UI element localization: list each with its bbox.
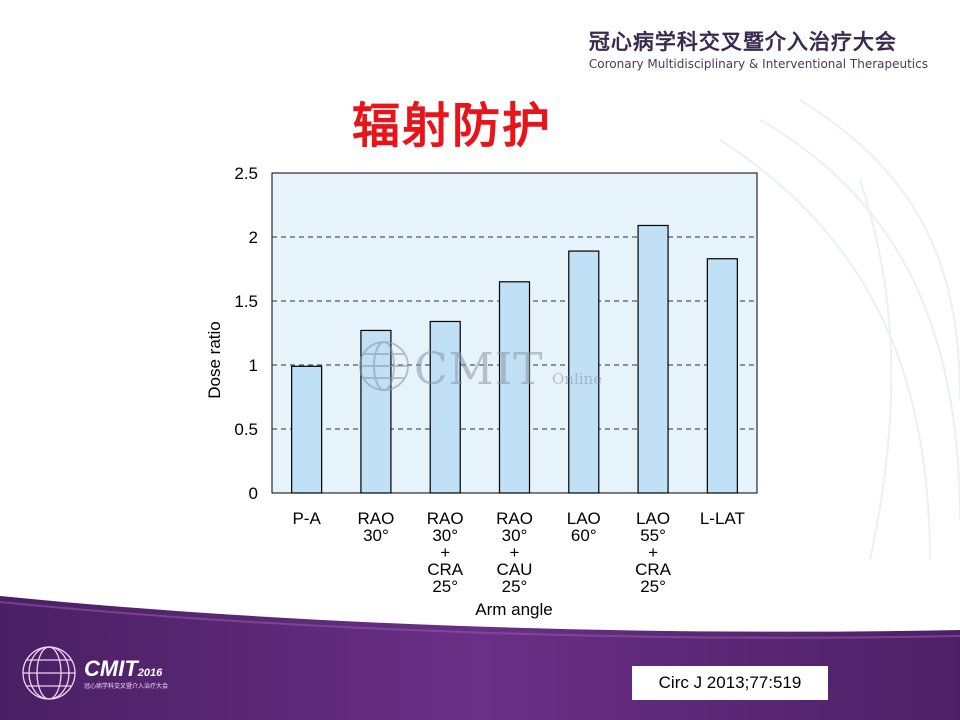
logo-name: CMIT (84, 656, 138, 681)
conference-name-cn: 冠心病学科交叉暨介入治疗大会 (588, 30, 897, 54)
citation: Circ J 2013;77:519 (632, 666, 828, 700)
bar (429, 320, 461, 494)
bar (291, 365, 323, 494)
x-tick-label: L-LAT (700, 509, 745, 528)
y-tick-label: 0 (249, 484, 258, 503)
x-tick-label: RAO 30° + CAU 25° (496, 509, 533, 596)
x-tick-label: RAO 30° + CRA 25° (427, 509, 464, 596)
globe-watermark-icon (359, 341, 409, 391)
y-tick-label: 1.5 (234, 292, 258, 311)
bar (637, 224, 669, 494)
cmit-logo-text: CMIT2016 (84, 656, 162, 682)
logo-subtitle: 冠心病学科交叉暨介入治疗大会 (84, 683, 169, 690)
conference-header: 冠心病学科交叉暨介入治疗大会 Coronary Multidisciplinar… (589, 26, 928, 71)
x-axis-label: Arm angle (475, 600, 552, 619)
slide-title: 辐射防护 (352, 98, 553, 154)
bar (706, 258, 738, 494)
conference-name-en: Coronary Multidisciplinary & Interventio… (588, 57, 928, 71)
y-axis-label: Dose ratio (205, 321, 224, 398)
bar (498, 281, 531, 494)
bar (360, 329, 392, 494)
y-tick-label: 2.5 (234, 164, 258, 183)
logo-year: 2016 (137, 667, 163, 679)
bar (568, 250, 600, 494)
x-tick-label: RAO 30° (358, 509, 395, 545)
x-tick-label: LAO 55° + CRA 25° (635, 509, 672, 596)
cmit-globe-logo-icon (22, 646, 76, 700)
y-tick-label: 2 (249, 228, 258, 247)
dose-ratio-bar-chart: 0 0.5 1 1.5 2 2.5 P-A RAO 30° RAO 30° + CRA 25° RAO 30… (205, 164, 758, 619)
y-tick-label: 0.5 (234, 420, 258, 439)
watermark-text: CMIT (414, 344, 544, 395)
x-tick-label: LAO 60° (567, 509, 601, 545)
watermark-subtext: Online (552, 370, 603, 388)
y-tick-label: 1 (249, 356, 258, 375)
x-tick-label: P-A (292, 509, 321, 528)
